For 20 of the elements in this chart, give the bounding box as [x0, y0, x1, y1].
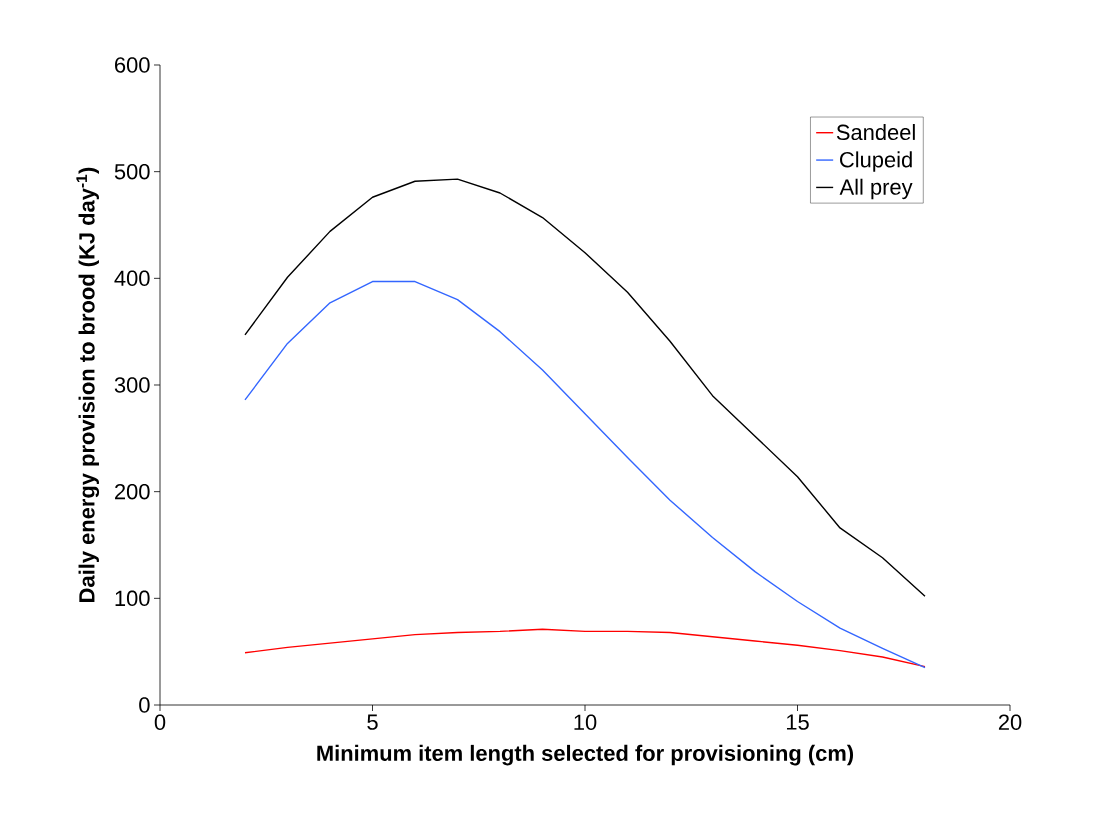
legend-label: All prey	[839, 178, 913, 200]
y-tick-label: 400	[114, 270, 150, 287]
y-tick-label: 600	[115, 57, 150, 73]
y-tick-label: 0	[139, 697, 150, 713]
x-tick-label: 20	[998, 714, 1022, 731]
legend-label: Sandeel	[836, 124, 915, 141]
legend-label: Clupeid	[840, 151, 912, 172]
y-tick-label: 100	[115, 590, 150, 607]
line-series	[244, 280, 926, 669]
line-series	[244, 628, 926, 668]
x-tick-label: 0	[154, 714, 166, 731]
y-tick-label: 300	[114, 377, 150, 393]
x-tick-label: 15	[786, 714, 809, 730]
x-axis-title: Minimum item length selected for provisioning (cm)	[317, 744, 854, 766]
y-tick-label: 500	[114, 163, 150, 180]
y-axis-title: Daily energy provision to brood (KJ day$^{-1}$)	[76, 167, 100, 602]
y-tick-label: 200	[115, 483, 150, 500]
x-tick-label: 10	[574, 714, 597, 731]
x-tick-label: 5	[367, 714, 378, 730]
line-series	[244, 178, 926, 597]
